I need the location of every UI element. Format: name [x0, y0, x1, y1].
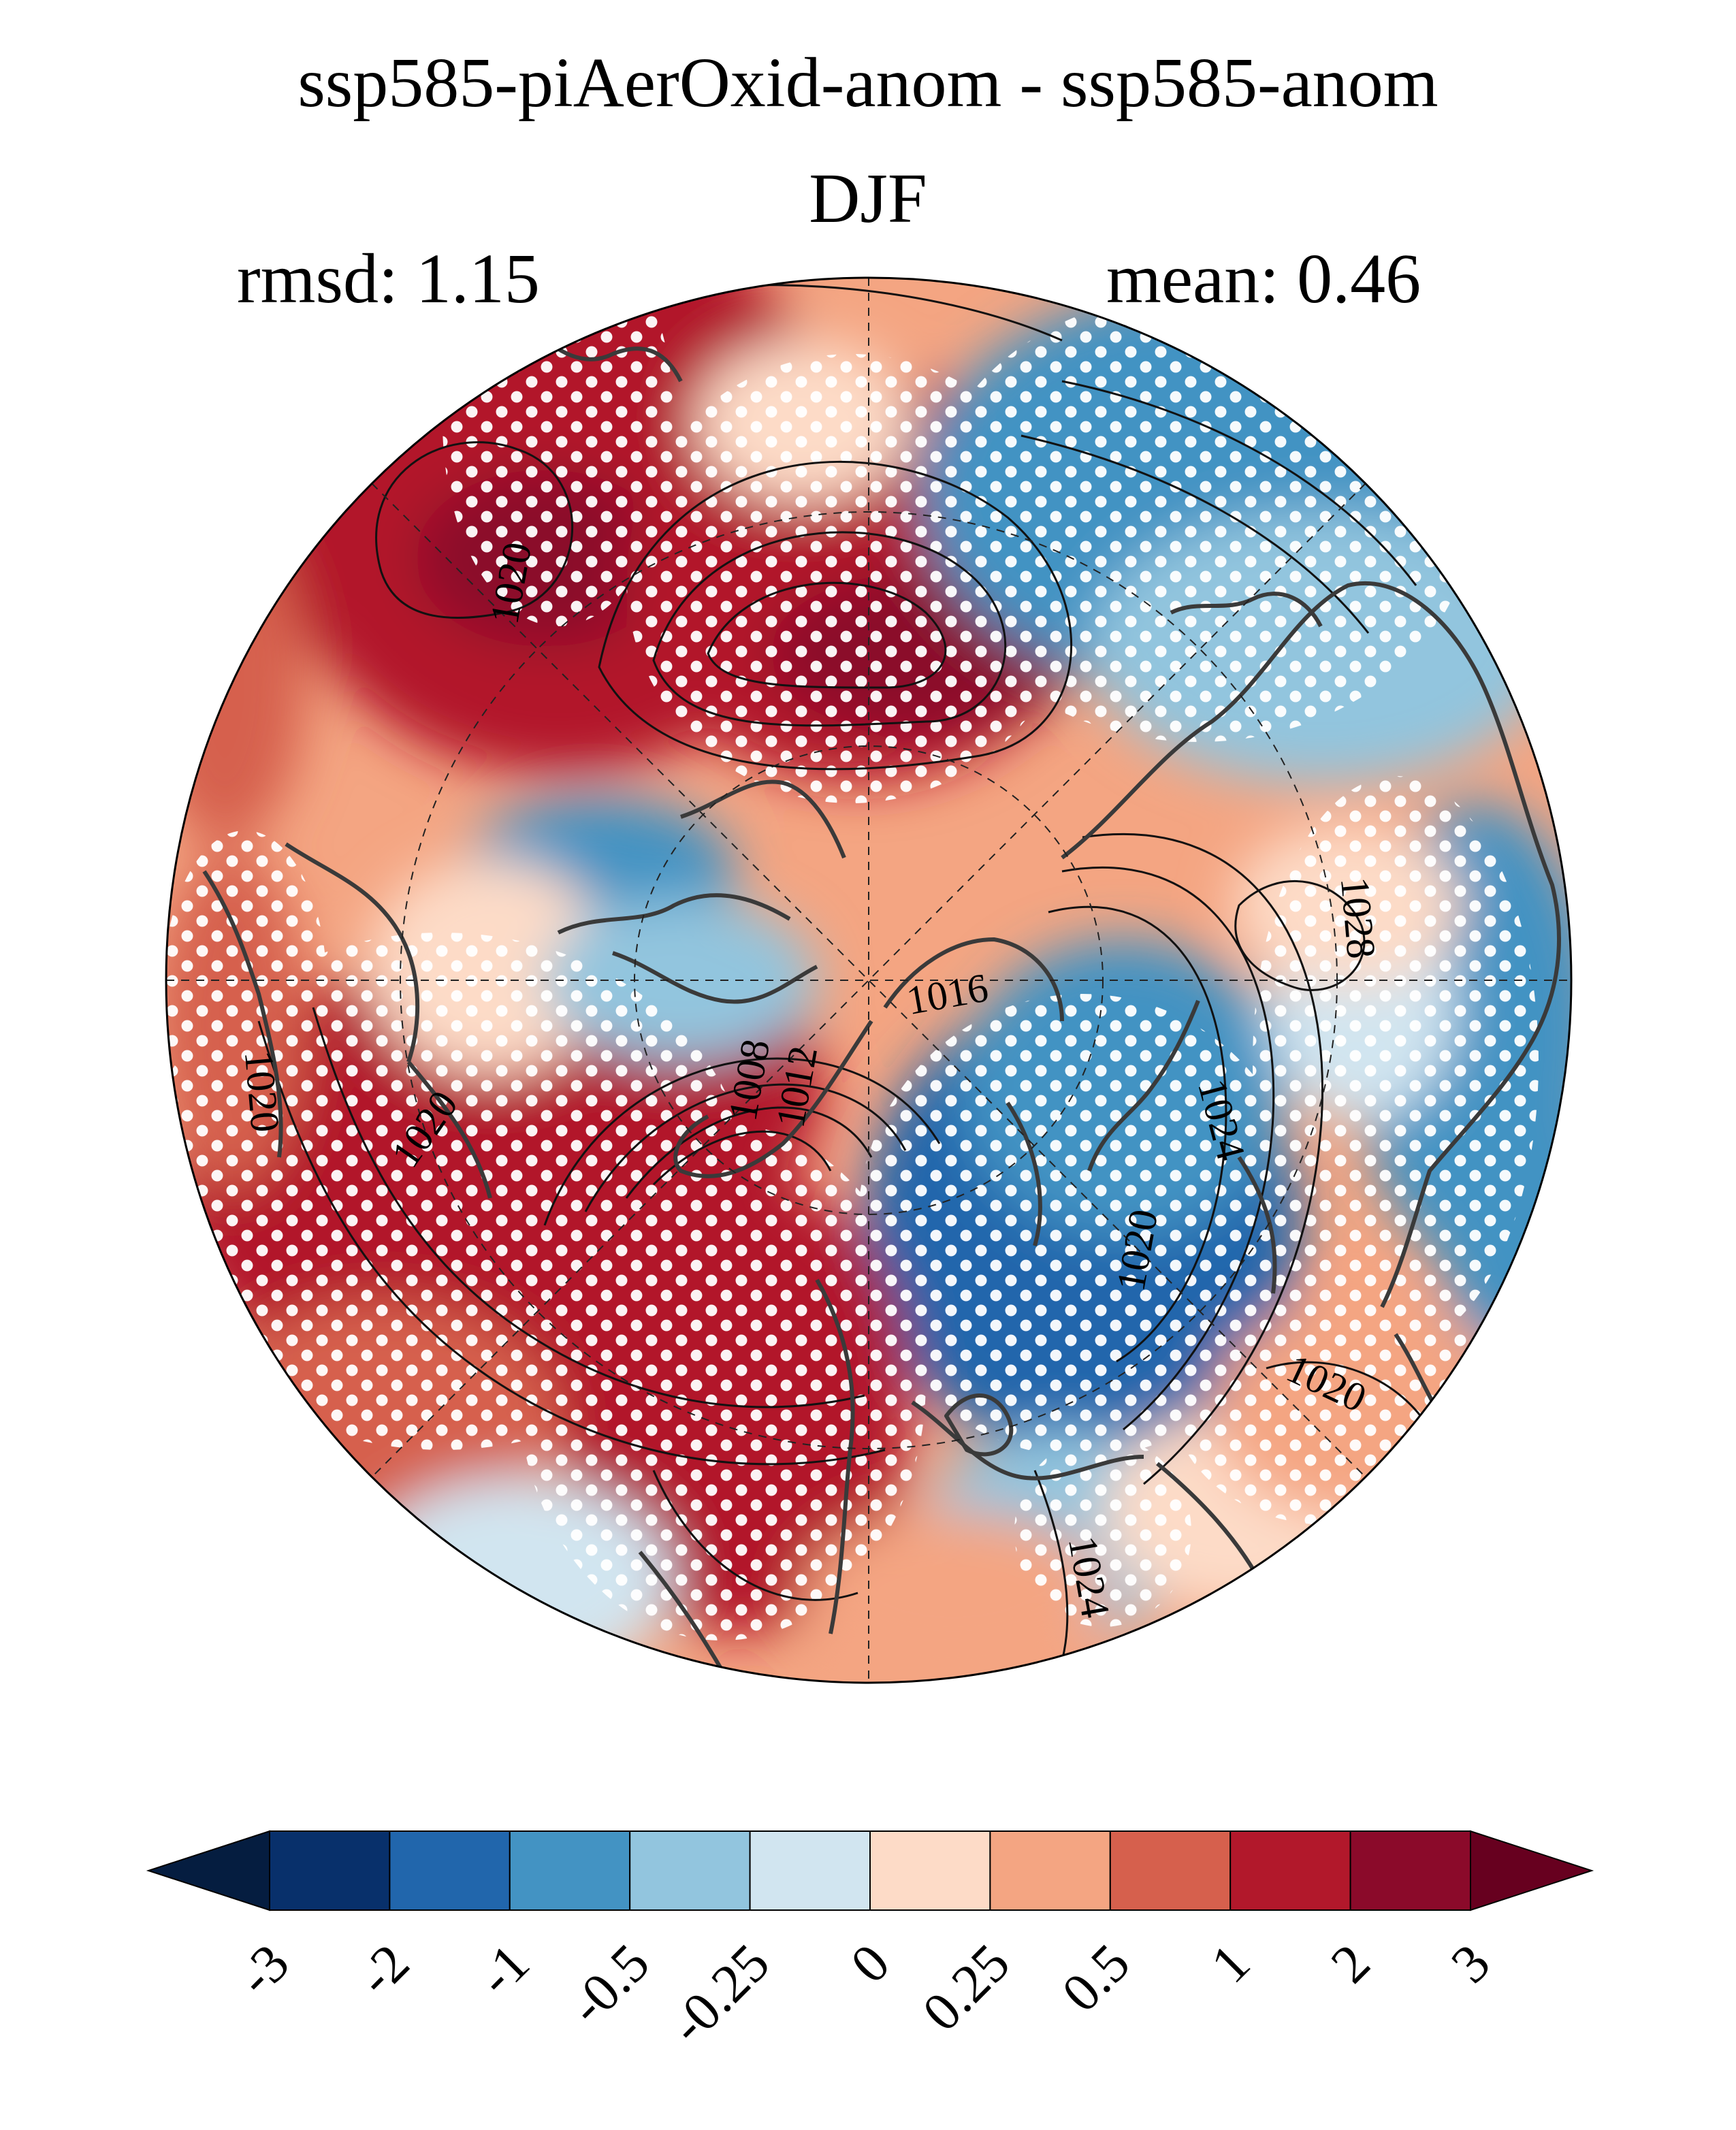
colorbar-tick-label: -1 [466, 1933, 541, 2007]
colorbar-segment [749, 1830, 871, 1911]
contour-label: 1028 [1332, 875, 1384, 961]
colorbar-segment [1229, 1830, 1351, 1911]
contour-label: 1020 [236, 1049, 288, 1134]
colorbar-segment [509, 1830, 631, 1911]
map-title: ssp585-piAerOxid-anom - ssp585-anom [298, 44, 1438, 122]
colorbar-segment [269, 1830, 391, 1911]
colorbar-tick-label: -3 [226, 1933, 300, 2007]
colorbar-tick-label: 0.5 [1051, 1933, 1142, 2023]
colorbar-segment [869, 1830, 991, 1911]
colorbar-tick-labels: -3 -2 -1 -0.5-0.25 0 0.25 0.5 1 2 3 [226, 1933, 1501, 2055]
colorbar-segment [1349, 1830, 1471, 1911]
colorbar-segment [389, 1830, 511, 1911]
colorbar-under-arrow [146, 1830, 270, 1911]
mean-stat: mean: 0.46 [1106, 240, 1421, 318]
colorbar-tick-label: 0 [839, 1933, 901, 1995]
colorbar-tick-label: -2 [347, 1933, 421, 2007]
colorbar-tick-label: -0.25 [658, 1933, 781, 2055]
colorbar-tick-label: 0.25 [912, 1933, 1021, 2042]
colorbar-segments [146, 1830, 1594, 1911]
colorbar-over-arrow [1470, 1830, 1594, 1911]
colorbar-tick-label: 2 [1320, 1933, 1382, 1995]
rmsd-stat: rmsd: 1.15 [237, 240, 540, 318]
colorbar-tick-label: 3 [1440, 1933, 1502, 1995]
colorbar-segment [629, 1830, 751, 1911]
colorbar-tick-label: 1 [1200, 1933, 1261, 1995]
colorbar-segment [989, 1830, 1111, 1911]
season-label: DJF [809, 159, 927, 238]
colorbar-tick-label: -0.5 [558, 1933, 661, 2036]
colorbar-segment [1109, 1830, 1232, 1911]
